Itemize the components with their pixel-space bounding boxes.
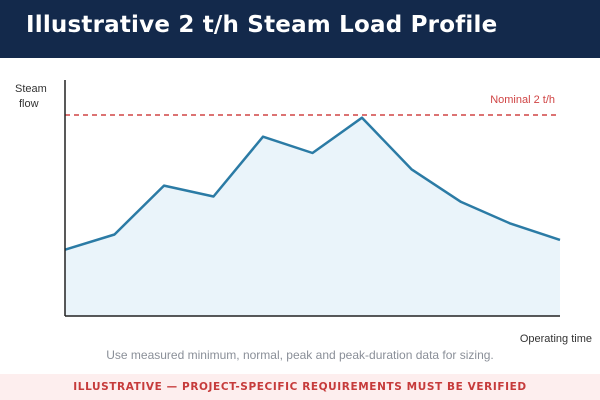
- plot-area: [64, 80, 561, 317]
- sizing-note: Use measured minimum, normal, peak and p…: [106, 348, 494, 362]
- disclaimer-banner: ILLUSTRATIVE — PROJECT-SPECIFIC REQUIREM…: [0, 374, 600, 400]
- nominal-reference-label: Nominal 2 t/h: [490, 94, 555, 106]
- steam-load-chart: Steam flow Nominal 2 t/h Operating time: [15, 80, 592, 345]
- page-title: Illustrative 2 t/h Steam Load Profile: [26, 12, 498, 38]
- load-area-fill: [65, 117, 560, 316]
- y-axis-label-line-2: flow: [19, 98, 39, 110]
- title-bar: Illustrative 2 t/h Steam Load Profile: [0, 0, 600, 58]
- load-profile-line: [64, 116, 561, 251]
- x-axis-label: Operating time: [520, 333, 592, 345]
- y-axis-label-line-1: Steam: [15, 83, 47, 95]
